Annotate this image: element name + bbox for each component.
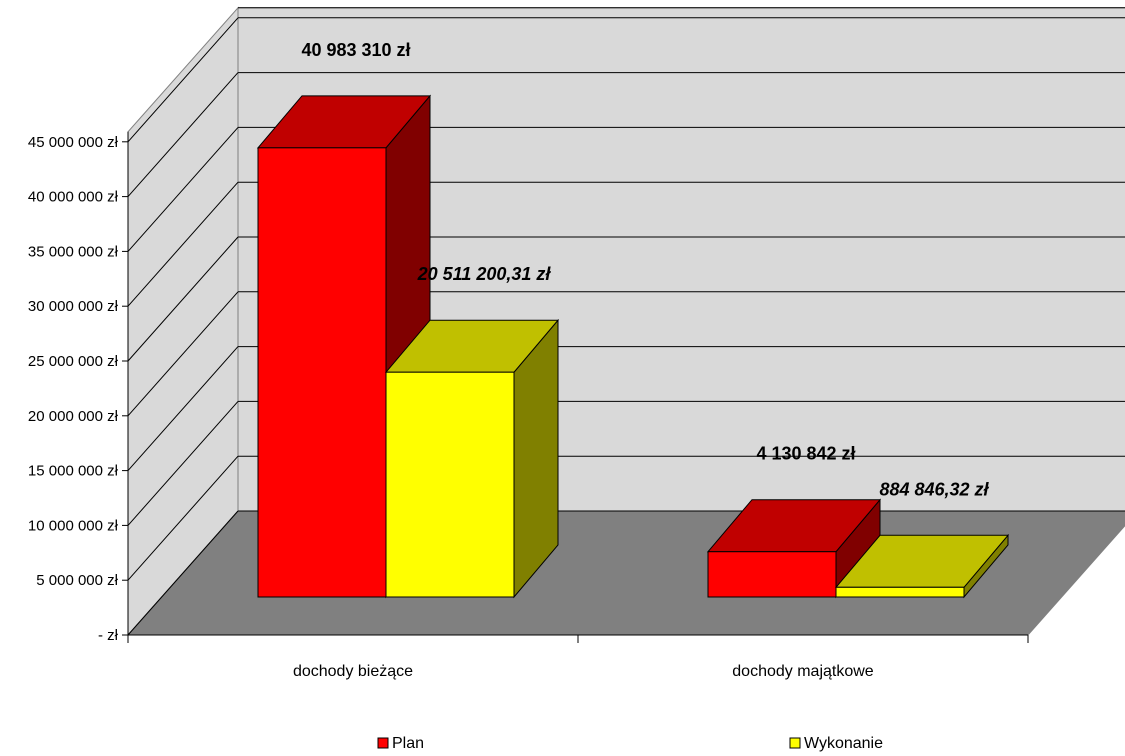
y-tick-label: - zł xyxy=(98,627,119,644)
bar-wykonanie-biezace xyxy=(384,318,560,599)
bar-front-face xyxy=(257,147,387,598)
gridline-side xyxy=(127,127,239,252)
bar-wykonanie-majatkowe xyxy=(834,533,1010,599)
y-tick-label: 5 000 000 zł xyxy=(36,572,118,589)
gridline-side xyxy=(127,455,239,581)
gridline-side xyxy=(127,236,239,362)
data-label: 40 983 310 zł xyxy=(301,40,410,60)
gridline-side xyxy=(127,401,239,526)
y-tick-label: 25 000 000 zł xyxy=(28,353,119,370)
x-category-label: dochody majątkowe xyxy=(732,663,874,680)
bar-front-face xyxy=(385,371,515,598)
legend-swatch xyxy=(377,737,389,749)
legend-item-plan: Plan xyxy=(377,735,424,752)
bar-front-face xyxy=(707,551,837,598)
y-tick-label: 45 000 000 zł xyxy=(28,134,119,151)
bar-front-face xyxy=(835,586,965,598)
gridline-side xyxy=(127,72,239,197)
gridline-side xyxy=(127,510,239,636)
gridline-side xyxy=(127,17,239,143)
legend-swatch xyxy=(789,737,801,749)
x-category-label: dochody bieżące xyxy=(293,663,413,680)
y-tick-label: 15 000 000 zł xyxy=(28,463,119,480)
data-label: 884 846,32 zł xyxy=(879,479,989,499)
y-tick-label: 10 000 000 zł xyxy=(28,517,119,534)
gridline-side xyxy=(127,181,239,307)
y-tick-label: 30 000 000 zł xyxy=(28,298,119,315)
data-label: 20 511 200,31 zł xyxy=(417,264,552,284)
data-label: 4 130 842 zł xyxy=(756,444,855,464)
legend-label: Wykonanie xyxy=(804,735,883,752)
legend-item-wykonanie: Wykonanie xyxy=(789,735,883,752)
legend-label: Plan xyxy=(392,735,424,752)
y-tick-label: 40 000 000 zł xyxy=(28,189,119,206)
y-tick-label: 35 000 000 zł xyxy=(28,243,119,260)
y-tick-label: 20 000 000 zł xyxy=(28,408,119,425)
gridline-side xyxy=(127,291,239,417)
gridline-side xyxy=(127,346,239,471)
bar-plan-majatkowe xyxy=(706,498,882,599)
